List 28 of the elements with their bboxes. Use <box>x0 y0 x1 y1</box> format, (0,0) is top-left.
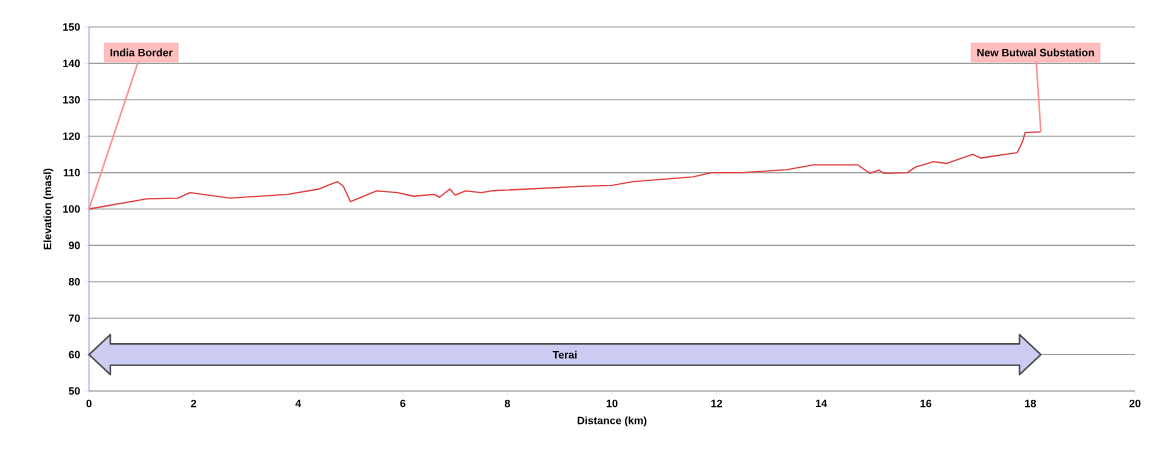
y-tick-label: 130 <box>63 96 80 104</box>
y-tick-label: 100 <box>63 205 80 213</box>
x-axis-title: Distance (km) <box>577 416 647 427</box>
y-tick-label: 70 <box>68 314 80 322</box>
y-tick-label: 60 <box>68 350 80 359</box>
y-tick-label: 50 <box>68 387 80 395</box>
x-tick-label: 0 <box>86 399 92 408</box>
line-series <box>88 131 1042 210</box>
y-axis-title: Elevation (masl) <box>43 168 54 250</box>
y-tick-label: 150 <box>63 23 80 31</box>
x-tick-label: 6 <box>400 399 406 408</box>
x-tick-label: 12 <box>711 399 723 408</box>
x-tick-label: 16 <box>920 399 932 408</box>
y-tick-label: 90 <box>68 241 80 250</box>
x-tick-label: 10 <box>606 399 618 408</box>
annotation: New Butwal Substation <box>977 48 1094 57</box>
x-tick-label: 4 <box>295 399 302 408</box>
annotation: India Border <box>110 48 173 57</box>
x-tick-label: 2 <box>191 399 197 408</box>
y-tick-label: 80 <box>68 278 80 286</box>
y-tick-label: 140 <box>63 59 80 68</box>
annotation: Terai <box>552 350 577 359</box>
x-tick-label: 18 <box>1025 399 1036 408</box>
x-tick-label: 20 <box>1129 399 1141 408</box>
y-tick-label: 110 <box>63 168 80 177</box>
x-tick-label: 14 <box>815 399 828 408</box>
y-tick-label: 120 <box>63 132 80 140</box>
x-tick-label: 8 <box>504 399 511 408</box>
